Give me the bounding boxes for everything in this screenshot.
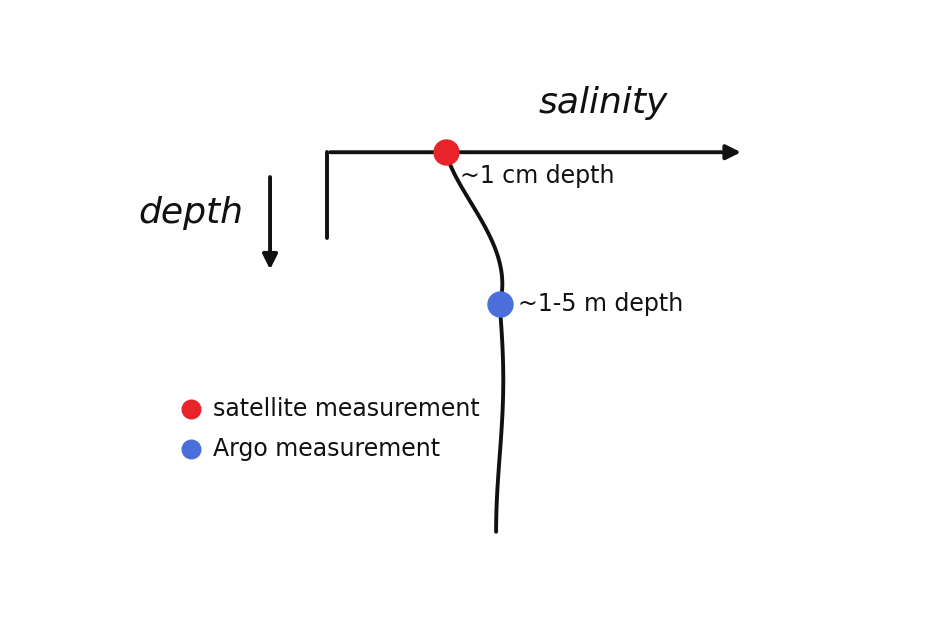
Text: ~1 cm depth: ~1 cm depth bbox=[460, 165, 615, 188]
Point bbox=[439, 147, 454, 157]
Text: satellite measurement: satellite measurement bbox=[213, 398, 480, 421]
Point bbox=[183, 443, 198, 453]
Text: Argo measurement: Argo measurement bbox=[213, 436, 440, 460]
Text: depth: depth bbox=[139, 197, 244, 230]
Point bbox=[493, 299, 507, 309]
Point bbox=[183, 404, 198, 415]
Text: ~1-5 m depth: ~1-5 m depth bbox=[518, 292, 682, 316]
Text: salinity: salinity bbox=[539, 86, 669, 120]
